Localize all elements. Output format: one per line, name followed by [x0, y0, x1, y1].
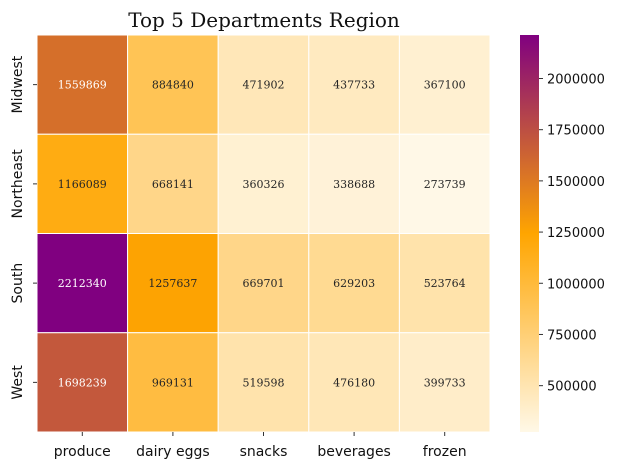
heatmap-cell [398, 34, 491, 135]
heatmap-cell [398, 332, 491, 433]
cell-value-label: 367100 [424, 79, 466, 92]
heatmap-cell [217, 34, 310, 135]
y-tick-label: Midwest [10, 55, 26, 113]
heatmap-cells: 1559869 884840 471902 437733 367100 1166089 66… [36, 34, 491, 433]
colorbar-tick-label: 750000 [547, 328, 597, 343]
heatmap-cell [308, 233, 400, 334]
cell-value-label: 471902 [243, 79, 285, 92]
cell-value-label: 360326 [243, 178, 285, 191]
colorbar-tick-label: 500000 [547, 380, 597, 395]
heatmap-cell [36, 34, 129, 135]
cell-value-label: 669701 [243, 277, 285, 290]
heatmap-cell [127, 332, 219, 433]
cell-value-label: 1257637 [148, 277, 197, 290]
cell-value-label: 476180 [333, 376, 375, 389]
cell-value-label: 523764 [424, 277, 466, 290]
heatmap-cell [127, 233, 219, 334]
cell-value-label: 437733 [333, 79, 375, 92]
y-tick-label: West [10, 365, 26, 400]
cell-value-label: 969131 [152, 376, 194, 389]
heatmap-cell [217, 133, 310, 234]
x-tick-label: beverages [317, 444, 391, 460]
heatmap-cell [308, 332, 400, 433]
cell-value-label: 1559869 [58, 79, 107, 92]
chart-title: Top 5 Departments Region [128, 8, 400, 32]
y-tick-label: South [10, 263, 26, 304]
cell-value-label: 519598 [243, 376, 285, 389]
colorbar [520, 35, 539, 432]
y-tick-label: Northeast [10, 149, 26, 219]
cell-value-label: 1166089 [58, 178, 107, 191]
heatmap-cell [36, 133, 129, 234]
heatmap-cell [398, 133, 491, 234]
x-tick-label: frozen [423, 444, 467, 460]
heatmap-cell [217, 233, 310, 334]
x-tick-label: produce [54, 444, 111, 460]
colorbar-tick-label: 2000000 [547, 72, 605, 87]
cell-value-label: 629203 [333, 277, 375, 290]
x-axis: produce dairy eggs snacks beverages frozen [54, 432, 467, 460]
y-axis: Midwest Northeast South West [10, 55, 37, 400]
colorbar-ticks: 500000 750000 1000000 1250000 1500000 1750000… [539, 72, 605, 395]
x-tick-label: snacks [240, 444, 288, 460]
cell-value-label: 884840 [152, 79, 194, 92]
cell-value-label: 2212340 [58, 277, 107, 290]
heatmap-cell [308, 34, 400, 135]
colorbar-tick-label: 1500000 [547, 175, 605, 190]
heatmap-cell [398, 233, 491, 334]
cell-value-label: 668141 [152, 178, 194, 191]
cell-value-label: 273739 [424, 178, 466, 191]
colorbar-tick-label: 1000000 [547, 277, 605, 292]
heatmap-cell [217, 332, 310, 433]
x-tick-label: dairy eggs [136, 444, 210, 460]
cell-value-label: 399733 [424, 376, 466, 389]
cell-value-label: 1698239 [58, 376, 107, 389]
cell-value-label: 338688 [333, 178, 375, 191]
colorbar-tick-label: 1750000 [547, 124, 605, 139]
heatmap-cell [127, 34, 219, 135]
colorbar-tick-label: 1250000 [547, 226, 605, 241]
